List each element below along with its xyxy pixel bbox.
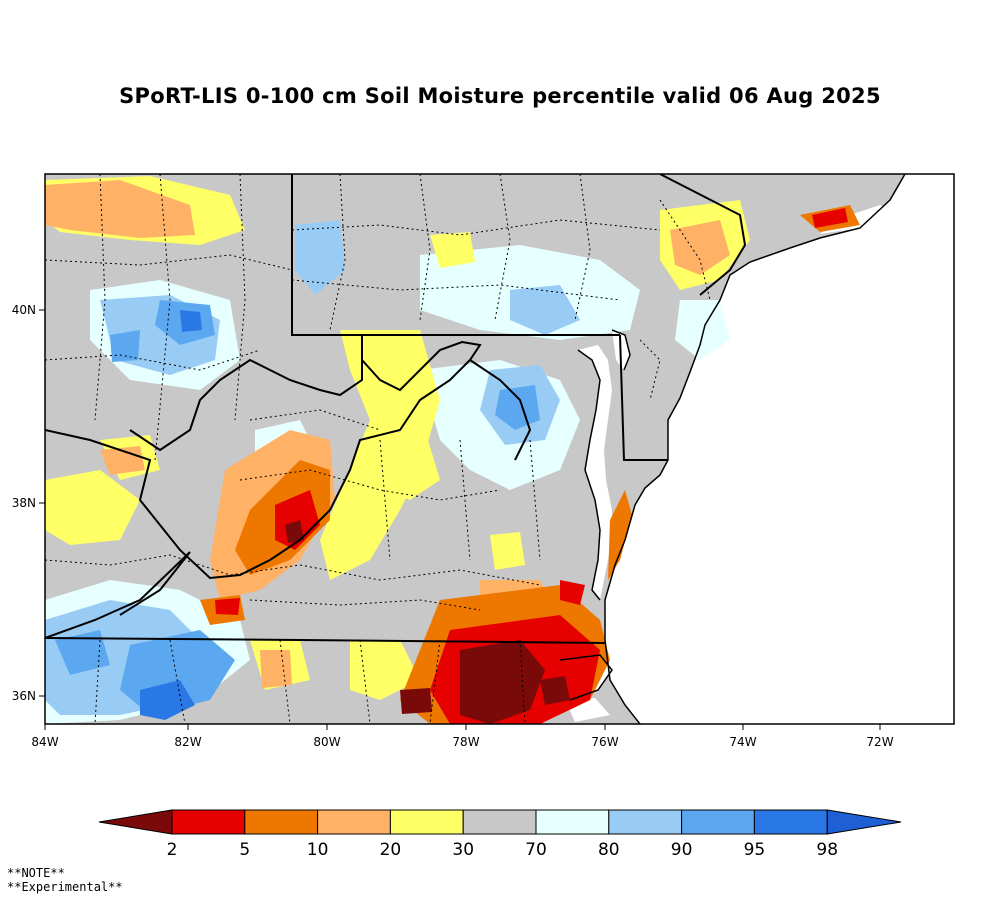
map-frame <box>44 173 955 725</box>
colorbar-arrow-right <box>826 809 902 835</box>
pa-southern-border <box>291 174 620 336</box>
colorbar-swatch <box>389 809 464 835</box>
colorbar-swatch <box>535 809 610 835</box>
nj-ny-border <box>659 174 747 296</box>
wv-oh-border <box>129 335 363 452</box>
colorbar-arrow-left <box>98 809 173 835</box>
y-tick-label: 36N <box>12 689 36 703</box>
x-tick-label: 78W <box>452 735 479 749</box>
colorbar-swatch <box>317 809 391 835</box>
colorbar-label: 95 <box>744 840 766 860</box>
county-boundaries <box>45 174 711 724</box>
axis-ticks <box>39 309 881 730</box>
potomac-border <box>469 359 532 461</box>
colorbar-label: 70 <box>525 840 547 860</box>
y-tick-label: 40N <box>12 303 36 317</box>
va-ky-tn-border <box>45 551 191 639</box>
map-field <box>45 174 954 724</box>
coastline <box>559 174 906 724</box>
colorbar-label: 5 <box>239 840 250 860</box>
state-boundaries <box>45 174 747 644</box>
note-line: **NOTE** <box>7 866 65 880</box>
colorbar-label: 90 <box>671 840 693 860</box>
colorbar-label: 20 <box>380 840 402 860</box>
colorbar-label: 98 <box>816 840 838 860</box>
x-tick-label: 74W <box>729 735 756 749</box>
colorbar-swatch <box>462 809 537 835</box>
x-tick-label: 72W <box>866 735 893 749</box>
colorbar-label: 2 <box>167 840 178 860</box>
y-tick-label: 38N <box>12 496 36 510</box>
x-tick-label: 82W <box>174 735 201 749</box>
colorbar-label: 80 <box>598 840 620 860</box>
atlantic-ocean <box>605 174 954 724</box>
colorbar-swatch <box>608 809 683 835</box>
colorbar-swatch <box>753 809 828 835</box>
colorbar: 2 5 10 20 30 70 80 90 95 98 <box>98 809 902 860</box>
x-tick-label: 76W <box>591 735 618 749</box>
wv-va-border <box>45 335 482 580</box>
de-md-border <box>619 334 668 461</box>
percentile-95-98-areas <box>140 310 202 720</box>
va-nc-border <box>45 637 606 644</box>
colorbar-swatch <box>681 809 755 835</box>
notes-block: **NOTE** **Experimental** <box>7 866 123 894</box>
colorbar-label: 10 <box>307 840 329 860</box>
chesapeake-bay <box>578 345 612 600</box>
x-tick-label: 80W <box>313 735 340 749</box>
colorbar-label: 30 <box>452 840 474 860</box>
x-tick-label: 84W <box>31 735 58 749</box>
map-title: SPoRT-LIS 0-100 cm Soil Moisture percent… <box>119 84 881 108</box>
colorbar-swatch <box>171 809 246 835</box>
percentile-below-2-areas <box>285 520 570 724</box>
note-line: **Experimental** <box>7 880 123 894</box>
colorbar-swatch <box>244 809 319 835</box>
